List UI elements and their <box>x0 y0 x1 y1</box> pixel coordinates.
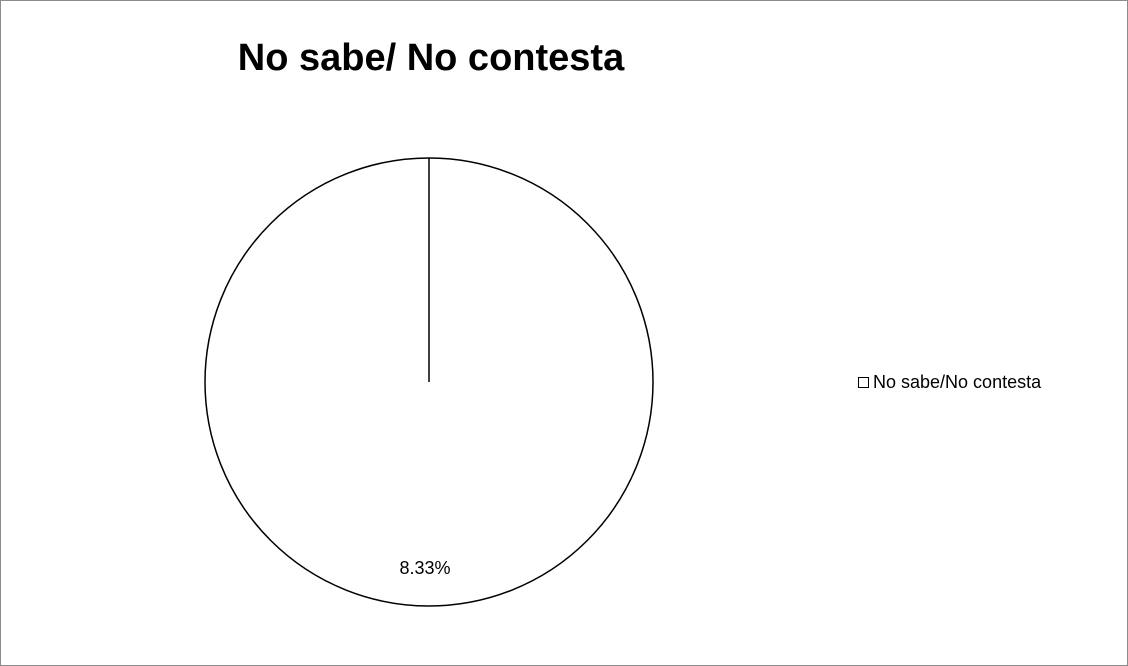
pie-data-label: 8.33% <box>399 558 450 578</box>
legend-entry-label: No sabe/No contesta <box>873 372 1042 392</box>
legend-swatch <box>858 377 869 388</box>
legend: No sabe/No contesta <box>858 372 1041 393</box>
chart-title: No sabe/ No contesta <box>237 37 625 79</box>
